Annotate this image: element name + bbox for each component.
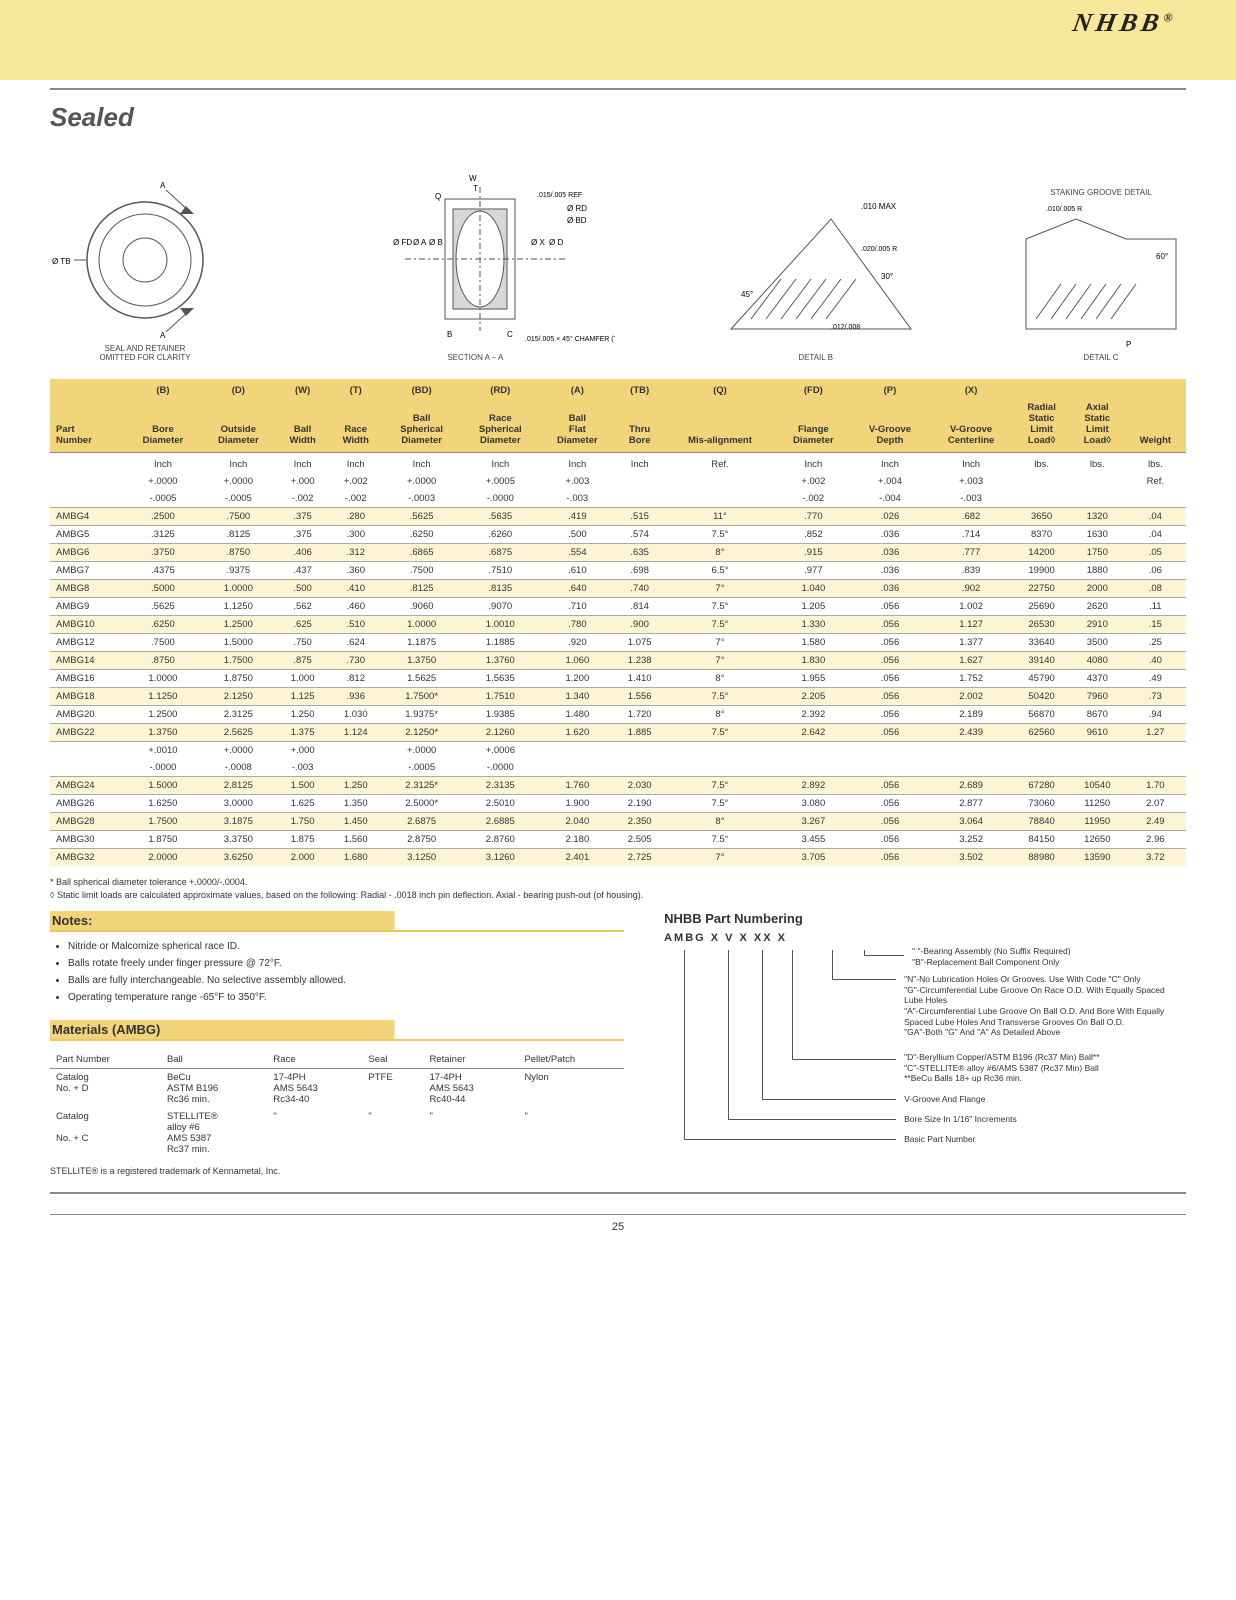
svg-text:.020/.005 R: .020/.005 R: [861, 246, 897, 253]
notes-list: Nitride or Malcomize spherical race ID. …: [50, 938, 624, 1006]
pn-desc: Basic Part Number: [904, 1134, 975, 1145]
spec-table: (B)(D)(W)(T)(BD)(RD)(A)(TB)(Q)(FD)(P)(X)…: [50, 379, 1186, 866]
diagram-plan-view: Ø TB A A SEAL AND RETAINER OMITTED FOR C…: [50, 170, 240, 363]
svg-text:.015/.005 × 45° CHAMFER (TYP.): .015/.005 × 45° CHAMFER (TYP.): [525, 335, 615, 343]
brand-logo: NHBB®: [1071, 8, 1179, 38]
svg-text:T: T: [473, 184, 478, 193]
diagram-label: SEAL AND RETAINER OMITTED FOR CLARITY: [99, 344, 190, 363]
part-numbering-pattern: AMBG X V X XX X: [664, 932, 1186, 944]
page-content: Sealed Ø TB A A SEAL AND RETAINER OMITTE…: [0, 102, 1236, 1253]
pn-desc: V-Groove And Flange: [904, 1094, 985, 1105]
diagram-row: Ø TB A A SEAL AND RETAINER OMITTED FOR C…: [50, 143, 1186, 363]
diagram-label: DETAIL B: [798, 353, 833, 363]
note-item: Balls rotate freely under finger pressur…: [68, 955, 624, 972]
diagram-label: SECTION A – A: [447, 353, 503, 363]
svg-text:Ø RD: Ø RD: [567, 204, 587, 213]
svg-text:Ø B: Ø B: [429, 238, 443, 247]
svg-text:P: P: [1126, 340, 1131, 349]
footnotes: * Ball spherical diameter tolerance +.00…: [50, 876, 1186, 901]
note-item: Operating temperature range -65°F to 350…: [68, 989, 624, 1006]
note-item: Balls are fully interchangeable. No sele…: [68, 972, 624, 989]
pn-desc: Bore Size In 1/16" Increments: [904, 1114, 1017, 1125]
diagram-section: Ø FDØ AØ B Ø X Ø D W T Q .015/.005 REF Ø …: [335, 169, 615, 363]
svg-text:Ø FD: Ø FD: [393, 238, 412, 247]
pn-desc: "N"-No Lubrication Holes Or Grooves. Use…: [904, 974, 1184, 1038]
diagram-detail-b: .010 MAX 45° 30° .020/.005 R .012/.008 D…: [711, 179, 921, 363]
svg-text:A: A: [160, 181, 166, 190]
diagram-detail-c: STAKING GROOVE DETAIL .010/.005 R 60° P …: [1016, 188, 1186, 363]
svg-text:Ø A: Ø A: [413, 238, 427, 247]
materials-header: Materials (AMBG): [50, 1020, 624, 1041]
header-band: NHBB®: [0, 0, 1236, 80]
svg-text:.012/.008: .012/.008: [831, 324, 860, 331]
svg-text:A: A: [160, 331, 166, 340]
pn-desc: " "-Bearing Assembly (No Suffix Required…: [912, 946, 1070, 967]
footnote: ◊ Static limit loads are calculated appr…: [50, 889, 1186, 902]
svg-text:.010 MAX: .010 MAX: [861, 202, 897, 211]
pn-desc: "D"-Beryllium Copper/ASTM B196 (Rc37 Min…: [904, 1052, 1099, 1084]
svg-text:Ø D: Ø D: [549, 238, 563, 247]
svg-text:Ø TB: Ø TB: [52, 257, 71, 266]
svg-text:45°: 45°: [741, 290, 753, 299]
svg-text:Q: Q: [435, 192, 441, 201]
page-number: 25: [50, 1214, 1186, 1233]
trademark-note: STELLITE® is a registered trademark of K…: [50, 1166, 624, 1176]
part-numbering-diagram: " "-Bearing Assembly (No Suffix Required…: [664, 950, 1186, 1160]
footnote: * Ball spherical diameter tolerance +.00…: [50, 876, 1186, 889]
svg-text:Ø BD: Ø BD: [567, 216, 587, 225]
notes-header: Notes:: [50, 911, 624, 932]
page-title: Sealed: [50, 102, 1186, 133]
svg-text:.010/.005 R: .010/.005 R: [1046, 206, 1082, 213]
diagram-detail-c-title: STAKING GROOVE DETAIL: [1050, 188, 1152, 197]
rule-bottom: [50, 1192, 1186, 1194]
part-numbering-title: NHBB Part Numbering: [664, 911, 1186, 926]
svg-text:B: B: [447, 330, 452, 339]
diagram-label: DETAIL C: [1083, 353, 1118, 363]
svg-text:.015/.005 REF: .015/.005 REF: [537, 192, 582, 199]
svg-text:W: W: [469, 174, 477, 183]
svg-text:Ø X: Ø X: [531, 238, 545, 247]
svg-text:C: C: [507, 330, 513, 339]
materials-table: Part NumberBallRaceSealRetainerPellet/Pa…: [50, 1051, 624, 1158]
svg-text:30°: 30°: [881, 272, 893, 281]
rule-top: [50, 88, 1186, 90]
note-item: Nitride or Malcomize spherical race ID.: [68, 938, 624, 955]
svg-text:60°: 60°: [1156, 252, 1168, 261]
